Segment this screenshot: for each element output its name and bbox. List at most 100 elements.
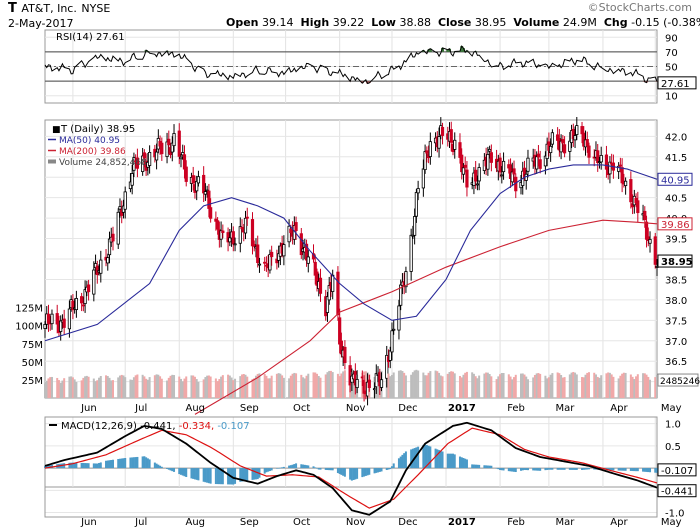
rsi-overbought-fill xyxy=(144,46,478,52)
candle-body xyxy=(318,277,323,294)
candle-body xyxy=(59,320,63,332)
volume-bar xyxy=(500,372,503,398)
volume-bar xyxy=(537,373,540,398)
price-last-box xyxy=(657,217,693,231)
candle-body xyxy=(92,269,96,295)
macd-hist-bar xyxy=(291,464,294,469)
volume-bar xyxy=(214,378,217,398)
volume-bar xyxy=(145,378,148,398)
volume-bar xyxy=(206,375,209,398)
volume-bar xyxy=(460,377,463,398)
macd-hist-bar xyxy=(328,468,331,471)
macd-hist-bar xyxy=(171,468,174,472)
candle-body xyxy=(643,210,647,221)
macd-hist-bar xyxy=(312,466,315,469)
macd-hist-bar xyxy=(642,468,645,472)
macd-hist-bar xyxy=(183,468,186,477)
candle-body xyxy=(556,134,560,141)
macd-hist-bar xyxy=(619,468,622,471)
macd-hist-bar xyxy=(458,456,461,469)
volume-tick-label: 25M xyxy=(22,376,43,387)
volume-bar xyxy=(159,376,162,398)
macd-hist-bar xyxy=(153,462,156,469)
candle-body xyxy=(106,257,110,264)
volume-bar xyxy=(57,380,60,398)
volume-bar xyxy=(458,375,461,398)
macd-hist-bar xyxy=(256,468,259,480)
macd-hist-bar xyxy=(551,468,554,470)
candle-body xyxy=(390,330,394,353)
volume-bar xyxy=(533,374,536,398)
candle-body xyxy=(306,256,310,264)
macd-hist-bar xyxy=(483,465,486,469)
macd-hist-bar xyxy=(502,468,505,471)
macd-hist-bar xyxy=(352,468,355,481)
candle-body xyxy=(561,139,565,144)
candle-body xyxy=(461,167,466,175)
candle-body xyxy=(304,243,309,261)
macd-hist-bar xyxy=(643,468,646,472)
volume-bar xyxy=(425,375,428,398)
macd-hist-bar xyxy=(195,468,198,480)
macd-legend-part: -0.334, xyxy=(176,421,215,432)
candle-body xyxy=(111,233,115,242)
macd-hist-bar xyxy=(47,465,50,469)
macd-hist-bar xyxy=(68,462,71,469)
volume-bar xyxy=(209,376,212,398)
price-tick-label: 39.5 xyxy=(665,235,687,246)
volume-bar xyxy=(439,375,442,398)
macd-hist-bar xyxy=(572,468,575,470)
macd-hist-bar xyxy=(354,468,357,480)
volume-bar xyxy=(183,378,186,398)
candle-body xyxy=(500,174,504,177)
macd-hist-bar xyxy=(293,464,296,469)
candle-body xyxy=(86,284,91,293)
macd-hist-bar xyxy=(141,456,144,469)
candle-body xyxy=(475,183,480,186)
volume-bar xyxy=(112,380,114,398)
candle-body xyxy=(231,231,235,245)
candle-body xyxy=(474,169,478,182)
company-name: AT&T, Inc. xyxy=(21,2,77,15)
candle-body xyxy=(397,305,401,331)
macd-legend-part: MACD(12,26,9) xyxy=(61,421,137,432)
candle-body xyxy=(172,133,176,147)
macd-hist-bar xyxy=(241,468,244,482)
candle-body xyxy=(535,156,539,170)
candle-body xyxy=(202,174,206,194)
volume-bar xyxy=(502,372,505,398)
volume-bar xyxy=(547,377,550,398)
rsi-line xyxy=(44,45,658,85)
macd-hist-bar xyxy=(514,468,517,473)
volume-bar xyxy=(160,378,163,398)
volume-bar xyxy=(61,380,64,398)
price-last-label: 40.95 xyxy=(661,175,690,186)
volume-bar xyxy=(387,373,390,398)
volume-bar xyxy=(399,370,402,398)
macd-hist-bar xyxy=(300,464,303,469)
candle-body xyxy=(219,230,223,240)
volume-bar xyxy=(99,375,102,398)
volume-bar xyxy=(610,374,613,398)
macd-hist-bar xyxy=(533,468,536,471)
macd-hist-bar xyxy=(465,459,468,469)
candle-body xyxy=(327,285,331,301)
macd-hist-bar xyxy=(476,464,479,469)
volume-bar xyxy=(246,376,249,398)
volume-last-box xyxy=(657,373,699,387)
macd-x-tick-label: Apr xyxy=(610,517,628,528)
volume-bar xyxy=(141,374,144,398)
macd-hist-bar xyxy=(404,451,407,469)
volume-bar xyxy=(84,376,87,398)
chart-date: 2-May-2017 xyxy=(8,17,74,30)
macd-hist-bar xyxy=(415,447,418,469)
price-x-tick-label: Mar xyxy=(555,403,575,414)
macd-hist-bar xyxy=(207,468,210,484)
volume-tick-label: 125M xyxy=(15,304,43,315)
volume-bar xyxy=(452,371,454,398)
macd-hist-bar xyxy=(314,467,317,469)
macd-hist-bar xyxy=(446,453,449,469)
macd-hist-bar xyxy=(582,468,585,470)
macd-hist-bar xyxy=(275,468,278,469)
candle-body xyxy=(453,139,457,150)
